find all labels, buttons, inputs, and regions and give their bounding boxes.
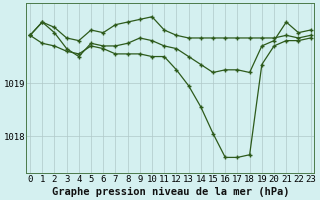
X-axis label: Graphe pression niveau de la mer (hPa): Graphe pression niveau de la mer (hPa) [52,186,289,197]
